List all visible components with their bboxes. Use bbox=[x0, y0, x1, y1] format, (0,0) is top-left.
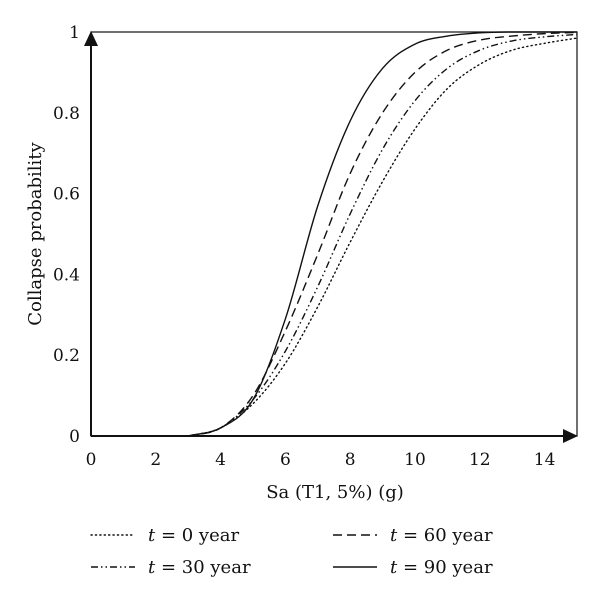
legend-variable: t bbox=[390, 525, 398, 546]
y-tick-label: 0.8 bbox=[53, 104, 80, 124]
y-axis-arrow bbox=[84, 31, 98, 46]
x-tick-label: 14 bbox=[534, 450, 556, 470]
legend-variable: t bbox=[148, 525, 156, 546]
x-axis-title: Sa (T1, 5%) (g) bbox=[266, 482, 404, 503]
legend-label-2: t = 60 year bbox=[390, 525, 493, 546]
y-axis-title: Collapse probability bbox=[25, 141, 46, 325]
plot-area bbox=[90, 31, 578, 437]
x-axis-arrow bbox=[563, 429, 578, 443]
legend-label-1: t = 30 year bbox=[148, 557, 251, 578]
legend-label-0: t = 0 year bbox=[148, 525, 239, 546]
y-tick-label: 0 bbox=[69, 427, 80, 447]
series-layer bbox=[187, 31, 578, 437]
x-tick-label: 12 bbox=[469, 450, 491, 470]
legend-variable: t bbox=[390, 557, 398, 578]
y-tick-label: 1 bbox=[69, 23, 80, 43]
legend-text-rest: = 30 year bbox=[155, 557, 251, 578]
legend-variable: t bbox=[148, 557, 156, 578]
legend-text-rest: = 90 year bbox=[397, 557, 493, 578]
x-tick-label: 10 bbox=[404, 450, 426, 470]
series-line-1 bbox=[188, 33, 578, 437]
legend-label-3: t = 90 year bbox=[390, 557, 493, 578]
tick-labels: 0 2 4 6 8 10 12 14 0 0.2 0.4 0.6 0.8 1 bbox=[53, 23, 555, 470]
axes bbox=[84, 31, 578, 443]
series-line-3 bbox=[188, 31, 577, 437]
series-line-2 bbox=[188, 31, 578, 437]
x-tick-label: 2 bbox=[150, 450, 161, 470]
y-tick-label: 0.2 bbox=[53, 346, 80, 366]
series-line-0 bbox=[187, 37, 578, 437]
x-tick-label: 6 bbox=[280, 450, 291, 470]
x-tick-label: 4 bbox=[215, 450, 226, 470]
legend-text-rest: = 60 year bbox=[397, 525, 493, 546]
y-tick-label: 0.4 bbox=[53, 265, 80, 285]
legend-text-rest: = 0 year bbox=[155, 525, 239, 546]
plot-frame bbox=[90, 31, 578, 437]
x-tick-label: 0 bbox=[86, 450, 97, 470]
x-tick-label: 8 bbox=[345, 450, 356, 470]
y-tick-label: 0.6 bbox=[53, 185, 80, 205]
